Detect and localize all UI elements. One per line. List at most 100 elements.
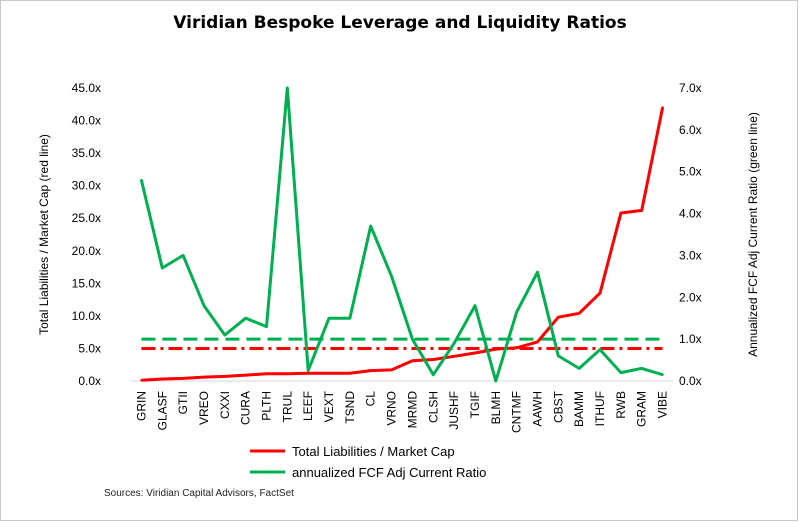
left-tick-label: 15.0x (72, 276, 101, 290)
green-point-cbst (557, 354, 560, 358)
category-label: VRNO (385, 391, 399, 426)
green-point-cl (369, 224, 372, 228)
right-tick-label: 1.0x (679, 332, 702, 346)
red-point-cl (369, 369, 372, 372)
green-point-leef (306, 369, 310, 372)
left-tick-label: 40.0x (72, 114, 101, 128)
category-label: LEEF (301, 391, 315, 421)
green-series-line (139, 86, 664, 383)
source-note: Sources: Viridian Capital Advisors, Fact… (104, 488, 294, 499)
legend-label-green: annualized FCF Adj Current Ratio (292, 465, 486, 480)
category-label: VEXT (322, 390, 336, 422)
left-tick-label: 5.0x (78, 341, 101, 355)
category-label: GRAM (635, 391, 649, 427)
red-point-trul (286, 372, 289, 376)
category-label: CURA (239, 391, 253, 425)
green-point-gram (640, 367, 643, 370)
reference-lines (141, 337, 663, 350)
right-tick-label: 7.0x (679, 81, 702, 95)
green-point-tsnd (348, 317, 352, 320)
category-label: CLSH (426, 391, 440, 423)
category-label: AAWH (531, 391, 545, 427)
red-point-clsh (432, 358, 435, 361)
left-tick-label: 45.0x (72, 81, 101, 95)
category-label: VREO (197, 391, 211, 425)
red-point-cura (244, 373, 247, 377)
green-point-blmh (494, 379, 498, 383)
red-point-jushf (452, 355, 456, 358)
right-tick-label: 0.0x (679, 374, 702, 388)
right-axis-ticks: 0.0x 1.0x 2.0x 3.0x 4.0x 5.0x 6.0x 7.0x (679, 81, 702, 388)
red-point-gram (640, 209, 643, 212)
category-label: VIBE (656, 391, 670, 418)
green-point-cura (244, 317, 247, 320)
green-point-trul (286, 86, 289, 90)
green-point-gtii (181, 254, 185, 257)
category-label: BLMH (489, 391, 503, 424)
red-point-cxxi (223, 375, 227, 378)
category-label: TSND (343, 391, 357, 424)
red-point-tgif (473, 351, 477, 355)
category-label: MRMD (405, 391, 419, 429)
green-point-vrno (390, 275, 393, 278)
green-point-tgif (473, 304, 477, 307)
red-point-gtii (181, 377, 185, 380)
red-point-cntmf (515, 346, 518, 349)
category-label: CNTMF (510, 391, 524, 433)
red-point-bamm (577, 312, 581, 315)
series-lines (139, 86, 665, 383)
green-point-clsh (432, 373, 435, 376)
category-label: CL (364, 391, 378, 407)
legend-label-red: Total Liabilities / Market Cap (292, 444, 455, 459)
green-point-rwb (619, 371, 623, 374)
red-series-line (141, 107, 665, 382)
green-point-vreo (202, 304, 206, 307)
green-point-cxxi (223, 333, 227, 337)
category-label: RWB (614, 391, 628, 419)
category-labels: GRIN GLASF GTII VREO CXXI CURA PLTH TRUL LEEF VEX… (134, 390, 669, 433)
right-tick-label: 6.0x (679, 123, 702, 137)
category-label: GTII (176, 391, 190, 414)
green-point-plth (265, 325, 268, 328)
red-point-vibe (661, 106, 664, 109)
right-tick-label: 5.0x (679, 165, 702, 179)
left-tick-label: 25.0x (72, 211, 101, 225)
category-label: TGIF (468, 391, 482, 418)
category-label: JUSHF (447, 391, 461, 430)
category-label: GLASF (155, 391, 169, 430)
category-label: GRIN (134, 391, 148, 421)
red-point-tsnd (348, 371, 352, 375)
green-point-glasf (161, 266, 164, 270)
green-point-jushf (452, 342, 456, 345)
red-point-vrno (390, 368, 393, 372)
left-tick-label: 0.0x (78, 374, 101, 388)
red-point-mrmd (411, 359, 414, 363)
red-point-blmh (494, 347, 498, 351)
green-point-aawh (536, 270, 539, 274)
legend: Total Liabilities / Market Cap annualized… (250, 444, 486, 480)
green-point-ithuf (598, 348, 602, 351)
green-point-vibe (661, 373, 664, 376)
left-tick-label: 10.0x (72, 309, 101, 323)
chart-title: Viridian Bespoke Leverage and Liquidity … (173, 13, 627, 33)
red-point-ithuf (598, 291, 602, 295)
category-label: ITHUF (593, 391, 607, 426)
green-point-cntmf (515, 310, 518, 314)
red-point-rwb (619, 211, 623, 215)
category-label: BAMM (572, 391, 586, 427)
red-point-plth (265, 372, 268, 376)
left-axis-ticks: 0.0x 5.0x 10.0x 15.0x 20.0x 25.0x 30.0x 35.0x 40… (72, 81, 101, 388)
red-point-vreo (202, 375, 206, 379)
right-tick-label: 4.0x (679, 207, 702, 221)
left-tick-label: 20.0x (72, 244, 101, 258)
red-point-glasf (161, 377, 164, 381)
green-point-grin (140, 178, 143, 182)
red-point-vext (327, 371, 331, 375)
category-label: TRUL (280, 391, 294, 423)
right-axis-title: Annualized FCF Adj Current Ratio (green … (746, 112, 760, 357)
red-point-leef (306, 371, 310, 375)
left-axis-title: Total Liabilities / Market Cap (red line… (37, 134, 51, 335)
right-tick-label: 2.0x (679, 290, 702, 304)
